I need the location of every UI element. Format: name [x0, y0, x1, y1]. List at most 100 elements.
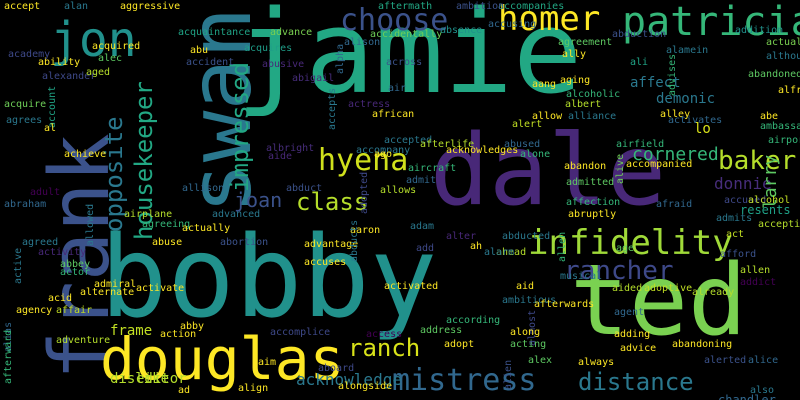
- cloud-word: alcoholic: [566, 89, 621, 100]
- cloud-word: adopt: [444, 339, 475, 350]
- cloud-word: ahead: [496, 247, 527, 258]
- cloud-word: jon: [50, 12, 137, 68]
- cloud-word: activates: [668, 115, 723, 126]
- cloud-word: accepts: [327, 87, 338, 130]
- cloud-word: agency: [16, 305, 53, 316]
- cloud-word: ranch: [348, 334, 421, 362]
- cloud-word: ally: [562, 49, 587, 60]
- cloud-word: agreement: [558, 37, 613, 48]
- cloud-word: account: [47, 85, 58, 128]
- cloud-word: accidentally: [370, 29, 443, 40]
- cloud-word: accompanied: [626, 159, 693, 170]
- cloud-word: musical: [560, 271, 603, 282]
- cloud-word: already: [692, 287, 735, 298]
- cloud-word: class: [296, 188, 369, 216]
- cloud-word: alien: [503, 359, 514, 390]
- cloud-word: aim: [258, 357, 277, 368]
- cloud-word: abandoning: [672, 339, 733, 350]
- cloud-word: resents: [740, 203, 791, 217]
- cloud-word: actress: [348, 99, 391, 110]
- cloud-word: align: [238, 383, 269, 394]
- cloud-word: accomplice: [270, 327, 331, 338]
- cloud-word: aftermath: [378, 1, 433, 12]
- cloud-word: airport: [768, 135, 800, 146]
- cloud-word: hyena: [318, 143, 409, 178]
- cloud-word: abe: [760, 111, 779, 122]
- cloud-word: afraid: [656, 199, 693, 210]
- cloud-word: ago: [374, 149, 393, 160]
- cloud-word: frame: [110, 323, 153, 339]
- cloud-word: alter: [446, 231, 477, 242]
- cloud-word: baker: [718, 146, 797, 176]
- cloud-word: alamein: [666, 45, 709, 56]
- cloud-word: opposite: [100, 116, 128, 232]
- cloud-word: according: [446, 315, 501, 326]
- cloud-word: airfield: [616, 139, 665, 150]
- cloud-word: afterward: [3, 329, 14, 384]
- cloud-word: absence: [440, 25, 483, 36]
- cloud-word: abandoned: [748, 69, 800, 80]
- cloud-word: aged: [86, 67, 111, 78]
- cloud-word: ability: [38, 57, 81, 68]
- cloud-word: accusing: [488, 19, 537, 30]
- cloud-word: accompany: [356, 145, 411, 156]
- cloud-word: alerted: [704, 355, 747, 366]
- cloud-word: alex: [528, 355, 553, 366]
- cloud-word: al: [44, 123, 57, 134]
- cloud-word: ambitious: [502, 295, 557, 306]
- cloud-word: advises: [667, 53, 678, 96]
- cloud-word: across: [386, 57, 423, 68]
- cloud-word: add: [416, 243, 435, 254]
- cloud-word: advance: [270, 27, 313, 38]
- cloud-word: addict: [740, 277, 777, 288]
- cloud-word: afford: [720, 249, 757, 260]
- cloud-word: abused: [504, 139, 541, 150]
- cloud-word: admits: [716, 213, 753, 224]
- cloud-word: abu: [190, 45, 209, 56]
- cloud-word: admitted: [566, 177, 615, 188]
- cloud-word: admit: [406, 175, 437, 186]
- cloud-word: adventure: [56, 335, 111, 346]
- cloud-word: adding: [614, 329, 651, 340]
- cloud-word: donnie: [714, 174, 772, 193]
- cloud-word: act: [726, 229, 745, 240]
- cloud-word: allow: [532, 111, 563, 122]
- cloud-word: afterwards: [534, 299, 595, 310]
- cloud-word: dislike: [110, 371, 170, 387]
- cloud-word: air: [388, 83, 407, 94]
- cloud-word: cornered: [632, 144, 719, 165]
- cloud-word: impressed: [226, 61, 254, 192]
- cloud-word: patricia: [622, 0, 800, 45]
- cloud-word: allen: [557, 231, 568, 262]
- cloud-word: alarm: [484, 247, 515, 258]
- cloud-word: activate: [136, 283, 185, 294]
- cloud-word: alongside: [338, 381, 393, 392]
- cloud-word: acquires: [244, 43, 293, 54]
- cloud-word: ah: [470, 241, 483, 252]
- cloud-word: acquire: [4, 99, 47, 110]
- cloud-word: alone: [520, 149, 551, 160]
- cloud-word: abruptly: [568, 209, 617, 220]
- cloud-word: chandler: [718, 393, 776, 400]
- cloud-word: abortion: [220, 237, 269, 248]
- cloud-word: advanced: [212, 209, 261, 220]
- cloud-word: aang: [532, 79, 557, 90]
- cloud-word: accepting: [758, 219, 800, 230]
- cloud-word: acquaintance: [178, 27, 251, 38]
- cloud-word: alcohol: [748, 195, 791, 206]
- cloud-word: address: [420, 325, 463, 336]
- cloud-word: abraham: [4, 199, 47, 210]
- cloud-word: jamie: [236, 0, 583, 120]
- cloud-word: agent: [614, 307, 645, 318]
- cloud-word: accept: [4, 1, 41, 12]
- cloud-word: affect: [630, 75, 681, 91]
- cloud-word: advantage: [304, 239, 359, 250]
- cloud-word: access: [366, 329, 403, 340]
- cloud-word: advice: [620, 343, 657, 354]
- cloud-word: accuses: [304, 257, 347, 268]
- cloud-word: douglas: [100, 325, 345, 393]
- cloud-word: along: [510, 327, 541, 338]
- cloud-word: allowed: [85, 203, 96, 246]
- cloud-word: actual: [766, 37, 800, 48]
